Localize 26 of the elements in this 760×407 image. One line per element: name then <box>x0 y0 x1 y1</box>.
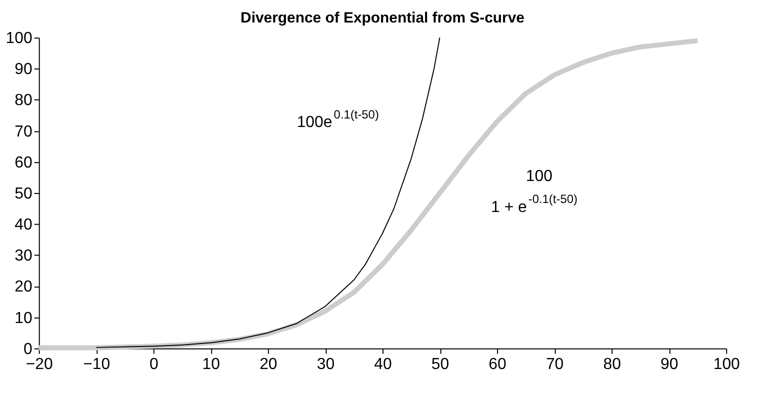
x-tick-label: 10 <box>202 356 220 373</box>
x-tick-label: 80 <box>603 356 622 373</box>
x-tick-label: 20 <box>260 356 278 373</box>
y-tick-label: 40 <box>14 216 33 234</box>
x-tick-label: 50 <box>431 356 450 373</box>
y-tick-label: 0 <box>24 340 33 358</box>
chart-title: Divergence of Exponential from S-curve <box>240 10 524 27</box>
x-tick-label: 30 <box>316 356 335 373</box>
x-tick-label: 40 <box>374 356 392 373</box>
y-tick-label: 80 <box>14 92 33 110</box>
y-tick-label: 90 <box>14 61 33 78</box>
x-tick-label: 90 <box>660 356 678 373</box>
x-tick-label: −10 <box>83 356 110 373</box>
x-tick-label: 60 <box>488 356 507 373</box>
y-tick-label: 20 <box>14 278 33 296</box>
annotation: 100 <box>526 168 553 186</box>
x-tick-label: 100 <box>713 356 740 373</box>
y-tick-label: 70 <box>14 123 33 140</box>
x-tick-label: 0 <box>149 356 158 373</box>
y-tick-label: 50 <box>14 185 33 202</box>
x-tick-label: 70 <box>546 356 564 373</box>
y-tick-label: 100 <box>6 30 33 48</box>
y-tick-label: 10 <box>14 310 33 327</box>
x-tick-label: −20 <box>26 356 53 373</box>
y-tick-label: 60 <box>14 154 33 172</box>
y-tick-label: 30 <box>14 248 33 265</box>
